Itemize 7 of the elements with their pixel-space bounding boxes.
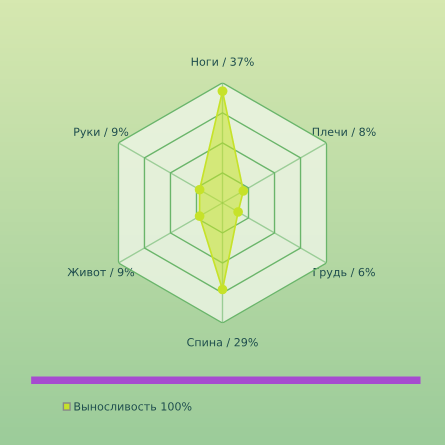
spoke-label: Плечи / 8% [312,128,376,137]
legend-label: Выносливость 100% [74,402,192,411]
spoke-label: Живот / 9% [68,268,134,278]
spoke-label: Руки / 9% [74,128,128,138]
spoke-label: Спина / 29% [187,338,258,348]
spoke-label: Грудь / 6% [314,268,375,278]
spoke-label: Ноги / 37% [192,57,254,67]
